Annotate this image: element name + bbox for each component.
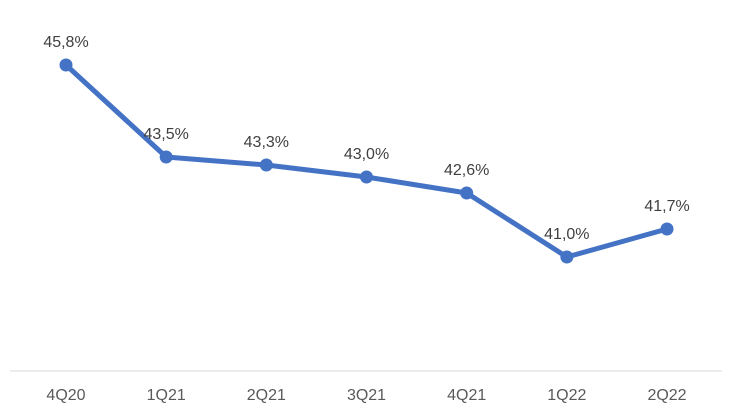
x-axis-tick-label: 2Q22	[647, 387, 686, 404]
data-point-marker	[660, 222, 674, 236]
data-point-marker	[159, 150, 173, 164]
data-point-marker	[259, 158, 273, 172]
x-axis-tick-label: 1Q21	[147, 387, 186, 404]
data-label: 42,6%	[444, 162, 489, 179]
data-point-marker	[560, 250, 574, 264]
data-label: 43,5%	[143, 126, 188, 143]
data-label: 43,3%	[244, 134, 289, 151]
data-point-marker	[460, 186, 474, 200]
x-axis-tick-label: 2Q21	[247, 387, 286, 404]
x-axis-tick-label: 4Q20	[46, 387, 85, 404]
data-label: 45,8%	[43, 34, 88, 51]
x-axis-tick-label: 1Q22	[547, 387, 586, 404]
data-point-marker	[360, 170, 374, 184]
data-label: 41,0%	[544, 226, 589, 243]
data-label: 43,0%	[344, 146, 389, 163]
x-axis-tick-label: 3Q21	[347, 387, 386, 404]
data-label: 41,7%	[644, 198, 689, 215]
data-point-marker	[59, 58, 73, 72]
x-axis-tick-label: 4Q21	[447, 387, 486, 404]
